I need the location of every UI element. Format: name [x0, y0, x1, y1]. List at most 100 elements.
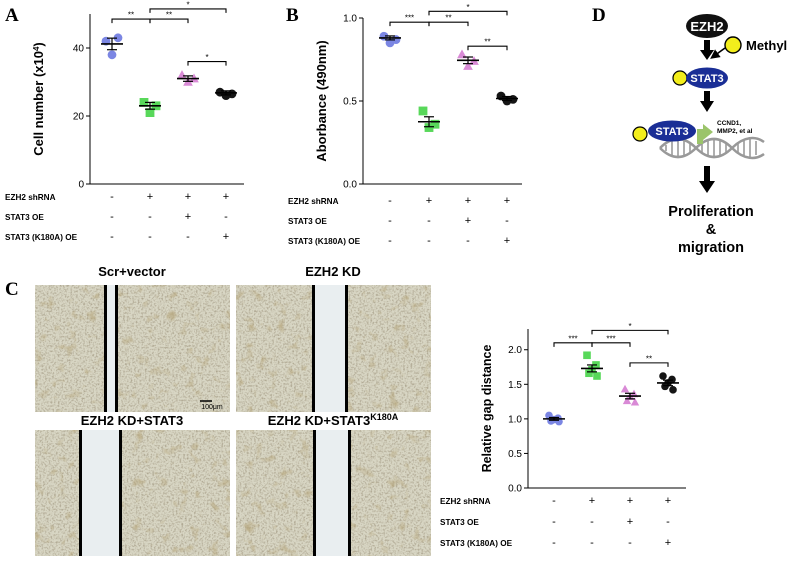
data-point [659, 372, 667, 380]
condition-mark: - [427, 215, 431, 227]
significance-bracket [149, 18, 189, 24]
micrograph-title: EZH2 KD [305, 264, 361, 279]
significance-bracket [111, 18, 151, 24]
y-tick-label: 0.0 [508, 484, 522, 495]
condition-row-label: STAT3 OE [440, 518, 479, 527]
significance-bracket [629, 362, 669, 367]
condition-mark: + [147, 191, 153, 203]
methyl-mark-dna-stat3-icon [632, 126, 648, 142]
data-point [139, 98, 149, 107]
wound-edge-left [312, 285, 315, 412]
significance-bracket [389, 21, 430, 27]
wound-gap [316, 430, 348, 556]
significance-bracket [591, 342, 631, 347]
wound-healing-micrographs: Scr+vector 100μm EZH2 KD EZH2 KD+STAT3 EZH2 … [35, 264, 431, 556]
wound-edge-right [119, 430, 122, 556]
condition-mark: - [552, 516, 556, 528]
scale-bar-label: 100μm [201, 404, 223, 411]
y-tick-label: 1.0 [508, 414, 522, 425]
ezh2-label: EZH2 [690, 19, 723, 34]
methyl-label: Methyl [746, 38, 787, 53]
condition-mark: - [224, 211, 228, 223]
condition-mark: + [665, 495, 671, 507]
condition-mark: - [186, 231, 190, 243]
condition-mark: - [552, 495, 556, 507]
condition-mark: + [426, 195, 432, 207]
wound-gap [82, 430, 119, 556]
significance-bracket [187, 61, 227, 66]
significance-label: *** [606, 334, 615, 343]
arrow-to-outcome [699, 166, 715, 193]
significance-bracket [553, 342, 593, 347]
y-tick-label: 20 [73, 112, 85, 123]
micrograph-title: EZH2 KD+STAT3 [81, 413, 183, 428]
significance-label: ** [166, 11, 172, 20]
data-point [457, 49, 467, 59]
condition-mark: - [110, 231, 114, 243]
significance-label: * [628, 322, 631, 331]
methyl-mark-stat3-icon [672, 70, 688, 86]
condition-mark: + [465, 195, 471, 207]
condition-row-label: STAT3 (K180A) OE [5, 233, 78, 242]
micrograph-panel-2: EZH2 KD [236, 264, 431, 412]
data-point [630, 397, 640, 406]
condition-mark: + [627, 495, 633, 507]
condition-mark: + [185, 211, 191, 223]
condition-mark: + [223, 191, 229, 203]
significance-label: * [186, 0, 189, 9]
y-axis-label: Aborbance (490nm) [314, 40, 329, 161]
y-tick-label: 0.5 [508, 449, 522, 460]
condition-mark: + [665, 537, 671, 549]
panel-letter-a: A [5, 5, 19, 26]
data-point [107, 50, 117, 60]
condition-mark: + [223, 231, 229, 243]
condition-mark: - [552, 537, 556, 549]
outcome-line-3: migration [678, 240, 744, 256]
micrograph-panel-3: EZH2 KD+STAT3 [35, 413, 230, 556]
data-point [418, 106, 428, 116]
wound-edge-right [348, 430, 351, 556]
condition-mark: + [589, 495, 595, 507]
significance-bracket [591, 329, 669, 335]
micrograph-panel-4: EZH2 KD+STAT3K180A [236, 412, 431, 556]
y-axis-label-close: ) [31, 42, 46, 46]
significance-label: * [205, 53, 208, 62]
micrograph-title-superscript: K180A [370, 412, 399, 422]
condition-mark: - [388, 195, 392, 207]
data-point [669, 386, 677, 394]
stat3-dna-node [648, 120, 696, 142]
stat3-label: STAT3 [690, 73, 723, 85]
y-axis-label: Relative gap distance [480, 345, 494, 473]
significance-label: ** [128, 11, 134, 20]
y-axis-label: Cell number (x104) [31, 42, 46, 156]
condition-row-label: STAT3 OE [288, 217, 327, 226]
condition-row-label: EZH2 shRNA [440, 497, 491, 506]
significance-label: *** [405, 14, 414, 23]
dna-strand-2 [659, 137, 765, 160]
micrograph-debris-texture [35, 285, 230, 412]
condition-mark: - [148, 211, 152, 223]
data-point [145, 108, 155, 117]
condition-row-label: STAT3 (K180A) OE [288, 237, 361, 246]
condition-mark: - [628, 537, 632, 549]
significance-bracket [428, 21, 469, 27]
condition-mark: - [110, 211, 114, 223]
data-point [661, 382, 669, 391]
y-tick-label: 1.0 [343, 14, 357, 25]
data-point [385, 38, 395, 48]
data-point [620, 384, 630, 393]
y-tick-label: 1.5 [508, 380, 522, 391]
condition-mark: - [427, 235, 431, 247]
condition-row-label: STAT3 (K180A) OE [440, 539, 513, 548]
wound-edge-right [115, 285, 118, 412]
outcome-line-2: & [706, 222, 717, 238]
y-tick-label: 0.5 [343, 97, 357, 108]
ezh2-node [686, 14, 728, 38]
condition-mark: + [465, 215, 471, 227]
condition-mark: + [504, 195, 510, 207]
pathway-diagram: EZH2 Methyl STAT3 STAT3 CCND1, MMP2, et … [632, 14, 787, 256]
y-tick-label: 0 [78, 180, 84, 191]
stat3-node [686, 67, 728, 89]
